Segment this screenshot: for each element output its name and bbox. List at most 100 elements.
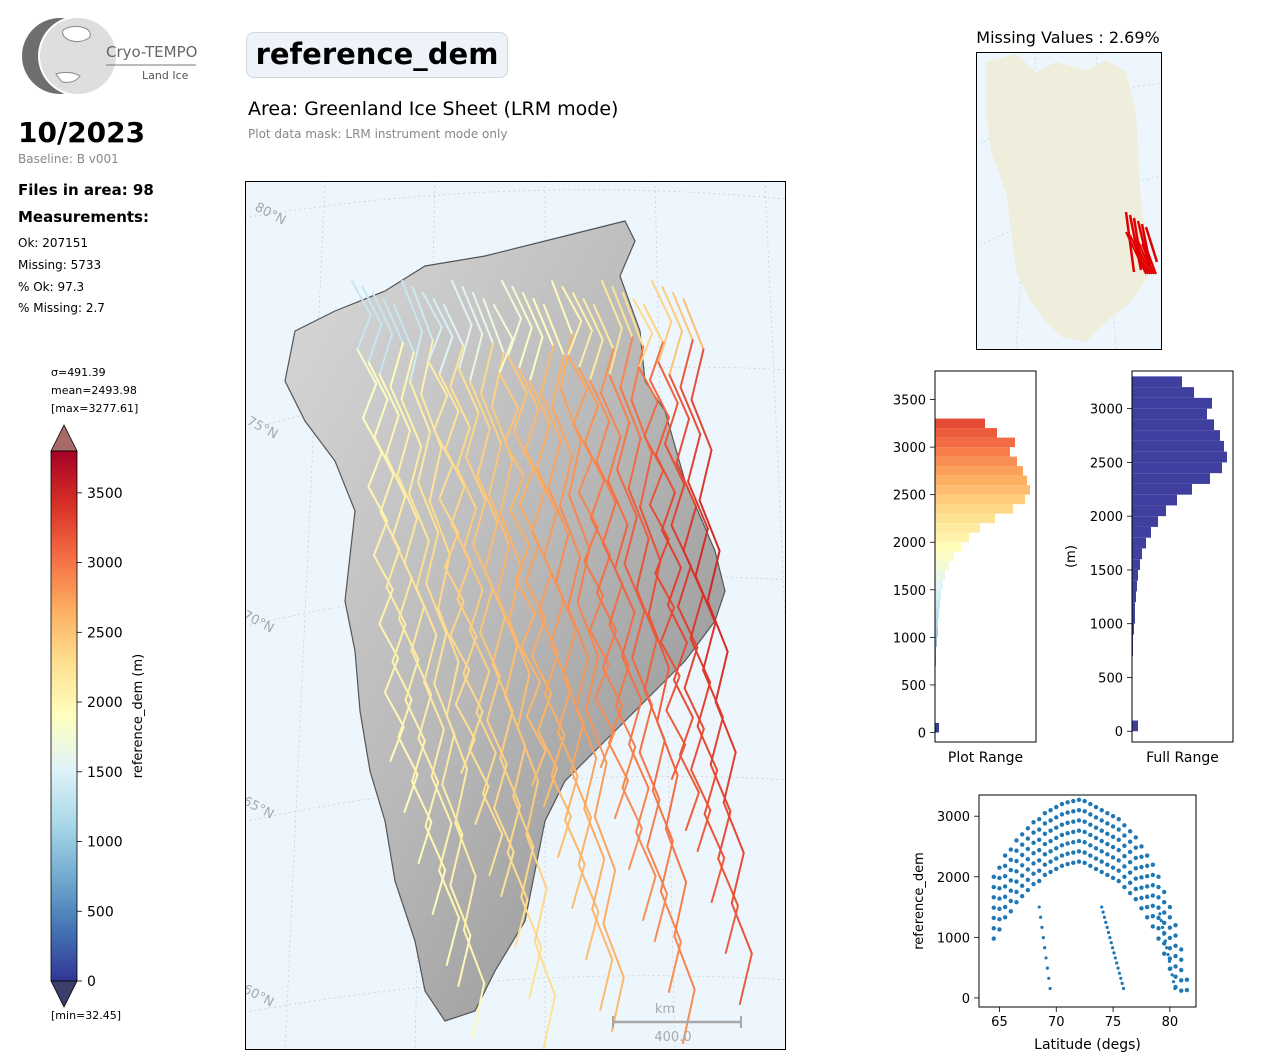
scatter-point: [1110, 814, 1116, 819]
area-label: Area: Greenland Ice Sheet (LRM mode): [248, 98, 619, 120]
scatter-point: [1048, 869, 1053, 875]
scatter-point: [1139, 875, 1144, 880]
histogram-bar: [935, 532, 969, 543]
scatter-point: [1105, 872, 1110, 878]
scatter-point: [1160, 925, 1165, 930]
scatter-point: [997, 916, 1002, 922]
scatter-point: [1105, 852, 1110, 857]
scatter-point: [1116, 827, 1121, 832]
scatter-point: [1019, 883, 1025, 889]
scatter-point: [1054, 866, 1059, 872]
scatter-point: [1054, 825, 1059, 830]
scatter-point: [1042, 872, 1048, 878]
plot-range-histogram: 0 500 1000 1500 2000 2500 3000 3500 Plot Range: [893, 370, 1037, 766]
histogram-bar: [935, 589, 941, 600]
scatter-point: [1156, 895, 1161, 900]
scatter-point: [1031, 840, 1036, 846]
histogram-bar: [1132, 473, 1210, 484]
greenland-map: 80°N75°N70°N65°N60°N 75°N70°N65°N60°N km…: [245, 181, 786, 1050]
scatter-point: [1122, 833, 1127, 838]
scatter-point: [1025, 826, 1031, 831]
scatter-point: [1127, 839, 1133, 844]
colorbar-tick-label: 1000: [87, 835, 123, 851]
scatter-point: [1144, 904, 1150, 910]
scatter-point: [1014, 879, 1019, 884]
scatter-point: [1093, 856, 1099, 861]
scatter-point: [1008, 847, 1014, 852]
scatter-point: [1133, 835, 1138, 840]
scatter-point: [1102, 915, 1107, 919]
scatter-ytick-label: 2000: [937, 871, 970, 886]
scatter-point: [1150, 903, 1156, 909]
scatter-point: [1110, 834, 1116, 839]
scatter-point: [997, 875, 1002, 881]
scatter-point: [1122, 823, 1127, 828]
scatter-point: [1105, 831, 1110, 836]
scatter-point: [1110, 865, 1116, 870]
scatter-point: [1088, 853, 1093, 858]
scatter-point: [1082, 840, 1087, 845]
scatter-point: [1025, 836, 1031, 841]
scatter-point: [1133, 855, 1138, 861]
histogram-bar: [1132, 430, 1220, 441]
scatter-point: [1014, 869, 1019, 874]
scatter-point: [1071, 829, 1076, 835]
scatter-point: [1108, 935, 1112, 940]
colorbar-min-extension: [50, 980, 78, 1008]
histogram-bar: [935, 722, 939, 733]
histogram-bar: [935, 475, 1027, 486]
scatter-frame: [978, 794, 1197, 1008]
full-range-histogram: 0 500 1000 1500 2000 2500 3000 Full Range (m): [1064, 370, 1234, 766]
scatter-point: [1093, 846, 1099, 851]
scatter-point: [1037, 868, 1042, 873]
scatter-point: [1179, 957, 1184, 962]
scatter-point: [1127, 829, 1133, 834]
scatter-point: [997, 896, 1002, 901]
histogram-ylabel: (m): [1064, 545, 1079, 568]
scatter-point: [1002, 853, 1008, 858]
histogram-tick-label: 1000: [893, 631, 926, 646]
histogram-bar: [935, 447, 1010, 457]
scatter-point: [1076, 838, 1082, 844]
scatter-point: [1014, 838, 1019, 843]
scatter-point: [1167, 925, 1173, 930]
scatter-point: [1059, 832, 1065, 838]
scale-bar-value: 400.0: [654, 1030, 691, 1045]
scatter-point: [1059, 843, 1065, 848]
pct-ok: % Ok: 97.3: [18, 280, 85, 294]
scatter-point: [1088, 863, 1093, 869]
scatter-point: [1173, 943, 1178, 949]
scatter-point: [1116, 837, 1121, 843]
scatter-point: [1043, 946, 1047, 950]
scatter-point: [1099, 828, 1104, 833]
scatter-point: [1019, 832, 1025, 837]
scatter-point: [1117, 971, 1122, 975]
histogram-bar: [1132, 602, 1135, 613]
scatter-point: [1120, 981, 1124, 985]
scatter-point: [1116, 966, 1120, 970]
histogram-bar: [1132, 505, 1166, 517]
histogram-tick-label: 2000: [893, 536, 926, 551]
scatter-point: [1059, 812, 1065, 817]
histogram-tick-label: 3000: [1090, 403, 1123, 418]
pct-missing: % Missing: 2.7: [18, 301, 105, 315]
scatter-point: [1002, 915, 1008, 920]
scatter-point: [1071, 850, 1076, 855]
colorbar-min: [min=32.45]: [51, 1009, 122, 1022]
scatter-point: [1163, 939, 1167, 943]
scatter-point: [1144, 894, 1150, 899]
scatter-point: [1106, 930, 1111, 935]
scatter-point: [1065, 820, 1070, 826]
scatter-point: [1076, 859, 1082, 864]
histogram-bar: [1132, 516, 1158, 527]
missing-map-landmass: [986, 54, 1151, 342]
scatter-point: [1093, 815, 1099, 820]
scatter-point: [1002, 904, 1008, 910]
scatter-point: [1025, 867, 1031, 872]
scatter-point: [1014, 900, 1019, 905]
scatter-point: [1173, 933, 1178, 938]
histogram-tick-label: 2500: [1090, 456, 1123, 471]
scatter-point: [1065, 851, 1070, 856]
scatter-ytick-label: 0: [962, 992, 970, 1007]
scatter-point: [1139, 864, 1144, 870]
